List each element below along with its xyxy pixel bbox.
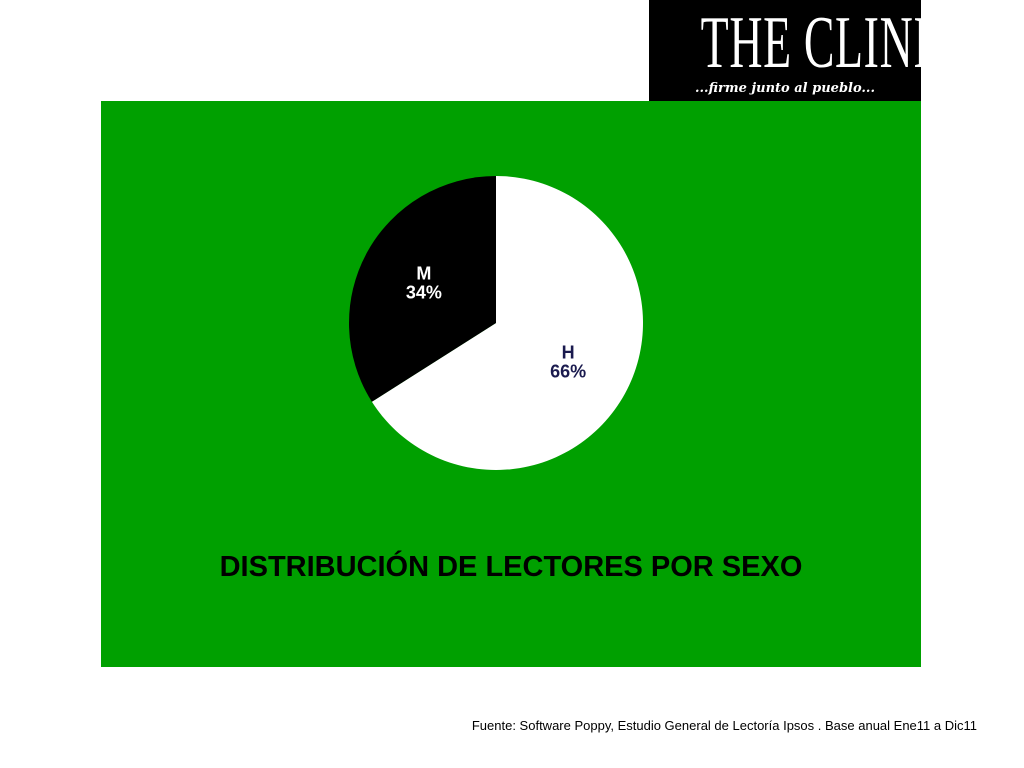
source-note: Fuente: Software Poppy, Estudio General … bbox=[471, 718, 977, 733]
logo: THE CLINIC ...firme junto al pueblo... bbox=[649, 0, 961, 101]
chart-title: DISTRIBUCIÓN DE LECTORES POR SEXO bbox=[219, 551, 803, 583]
chart-panel: H 66% M 34% DISTRIBUCIÓN DE LECTORES POR SE… bbox=[101, 101, 921, 667]
logo-tagline: ...firme junto al pueblo... bbox=[695, 81, 875, 96]
slice-value-m: 34% bbox=[406, 282, 442, 302]
slice-value-h: 66% bbox=[550, 362, 586, 382]
pie-slice-m bbox=[349, 176, 496, 402]
logo-title: THE CLINIC bbox=[700, 2, 961, 84]
pie-chart: H66% M34% bbox=[349, 176, 643, 471]
pie-slice-h bbox=[371, 176, 643, 471]
slice-label-h: H bbox=[562, 343, 575, 363]
slice-label-m: M bbox=[416, 263, 431, 283]
